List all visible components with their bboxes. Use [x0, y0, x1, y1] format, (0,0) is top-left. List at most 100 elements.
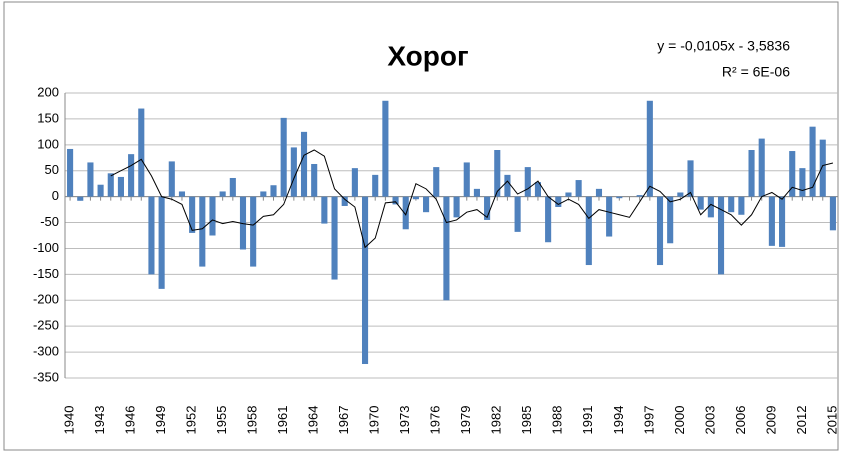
bar [758, 138, 765, 197]
x-tick-label: 1988 [550, 406, 565, 435]
bar [67, 148, 74, 197]
bar [209, 196, 216, 236]
bar [595, 188, 603, 197]
bar [87, 162, 94, 197]
x-tick-label: 1976 [428, 406, 443, 435]
x-tick-label: 1973 [397, 406, 412, 435]
bar [331, 196, 338, 280]
bar [473, 188, 480, 197]
bar [97, 184, 104, 197]
bar [392, 196, 399, 205]
bar [178, 191, 186, 197]
y-tick-label: -250 [33, 318, 59, 333]
chart-title: Хорог [387, 40, 468, 71]
bar [779, 196, 786, 247]
x-tick-label: 1952 [184, 406, 199, 435]
y-tick-label: 50 [45, 162, 59, 177]
bar [809, 126, 816, 197]
bar [423, 196, 430, 213]
bar [189, 196, 196, 233]
y-tick-label: -50 [40, 214, 59, 229]
bar [443, 196, 450, 301]
bar [229, 177, 236, 197]
moving-average-line [110, 149, 834, 249]
bar [738, 196, 745, 215]
x-tick-label: 2012 [794, 406, 809, 435]
x-tick-label: 1943 [92, 406, 107, 435]
bar [260, 191, 267, 197]
y-tick-label: 150 [37, 110, 59, 125]
bar [311, 163, 318, 197]
x-tick-label: 2015 [824, 406, 839, 435]
bar [514, 196, 521, 232]
x-tick-label: 1940 [62, 406, 77, 435]
bar [768, 196, 775, 246]
bar [545, 196, 552, 243]
bar [524, 167, 531, 197]
x-tick-label: 2009 [763, 406, 778, 435]
bar [351, 168, 358, 197]
bar [717, 196, 725, 275]
x-tick-label: 2003 [702, 406, 717, 435]
bar [585, 196, 592, 266]
bar [361, 196, 369, 365]
y-tick-label: -350 [33, 369, 59, 384]
bar [677, 192, 684, 197]
x-tick-label: 2000 [672, 406, 687, 435]
bar [168, 161, 175, 197]
bar [128, 154, 135, 197]
bar [158, 196, 165, 289]
x-tick-label: 1946 [123, 406, 138, 435]
bar [799, 168, 806, 197]
bar [728, 196, 735, 213]
bar [819, 139, 826, 197]
trend-equation: y = -0,0105x - 3,5836 [657, 38, 790, 54]
y-tick-label: -200 [33, 292, 59, 307]
x-tick-label: 1955 [214, 406, 229, 435]
x-tick-label: 1949 [153, 406, 168, 435]
bar [412, 196, 419, 200]
x-tick-label: 1961 [275, 406, 290, 435]
bar [77, 196, 84, 201]
bar [789, 151, 796, 197]
bar [453, 196, 460, 218]
bar [616, 196, 623, 199]
bar [117, 176, 124, 197]
x-tick-label: 2006 [733, 406, 748, 435]
y-tick-label: 200 [37, 84, 59, 99]
bar [280, 117, 287, 197]
bar [382, 100, 389, 197]
bar [555, 196, 562, 207]
bar [138, 108, 145, 197]
r-squared: R² = 6E-06 [722, 64, 790, 80]
bar [504, 174, 511, 197]
x-tick-label: 1979 [458, 406, 473, 435]
bar [534, 182, 542, 197]
bar [372, 174, 379, 197]
bar [341, 196, 348, 206]
bar [107, 173, 114, 197]
bar [321, 196, 328, 224]
bar [148, 196, 155, 275]
bar [199, 196, 206, 267]
y-tick-label: 100 [37, 136, 59, 151]
y-tick-label: -150 [33, 266, 59, 281]
x-tick-label: 1994 [611, 406, 626, 435]
bar [575, 180, 582, 197]
bar [636, 195, 643, 197]
y-tick-label: -300 [33, 344, 59, 359]
bar [646, 100, 653, 197]
x-tick-label: 1991 [580, 406, 595, 435]
bar [219, 191, 226, 197]
x-tick-label: 1970 [367, 406, 382, 435]
x-tick-label: 1985 [519, 406, 534, 435]
bar [433, 167, 440, 197]
chart-border [3, 1, 839, 451]
bar [484, 196, 491, 220]
x-tick-label: 1967 [336, 406, 351, 435]
bar [687, 160, 694, 197]
bar [290, 147, 297, 197]
y-tick-label: -100 [33, 240, 59, 255]
bar [402, 196, 409, 230]
